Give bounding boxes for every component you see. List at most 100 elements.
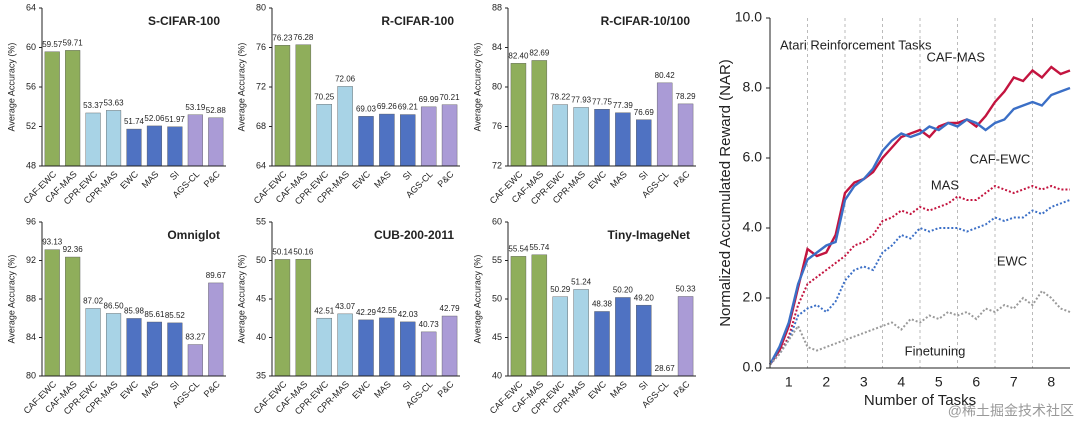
y-tick-label: 6.0 [743,149,763,165]
y-tick-label: 88 [26,293,36,303]
value-label: 51.24 [571,278,592,287]
x-tick-label: MAS [608,379,629,400]
y-tick-label: 35 [256,370,266,380]
value-label: 82.69 [529,49,550,58]
watermark: @稀土掘金技术社区 [948,403,1074,419]
bar [295,44,312,167]
series-label: CAF-MAS [927,49,986,64]
bar [146,125,163,167]
y-tick-label: 8.0 [743,79,763,95]
x-tick-label: EWC [586,379,608,401]
y-tick-label: 72 [492,160,502,170]
y-tick-label: 76 [256,42,266,52]
x-tick-label: SI [168,169,181,182]
value-label: 53.37 [83,101,104,110]
bar [636,119,652,167]
value-label: 51.74 [124,117,145,126]
bar [594,311,610,377]
y-tick-label: 55 [492,255,502,265]
x-tick-label: EWC [118,379,140,401]
value-label: 76.28 [293,33,314,42]
value-label: 72.06 [335,75,356,84]
value-label: 50.16 [293,247,314,256]
x-tick-label: SI [168,379,181,392]
value-label: 77.75 [592,97,613,106]
x-tick-label: 8 [1047,374,1055,390]
x-tick-label: P&C [671,169,692,190]
value-label: 52.06 [144,114,165,123]
x-tick-label: P&C [435,379,456,400]
value-label: 80.42 [655,71,676,80]
bar [167,322,183,377]
x-tick-label: P&C [202,379,223,400]
value-label: 52.88 [206,106,227,115]
value-label: 50.14 [272,248,293,257]
y-tick-label: 64 [256,160,266,170]
value-label: 53.63 [104,99,125,108]
value-label: 48.38 [592,300,613,309]
value-label: 28.67 [655,364,676,373]
x-tick-label: EWC [350,379,372,401]
value-label: 42.29 [356,308,377,317]
y-axis-label: Average Accuracy (%) [6,43,16,132]
bar [594,109,610,167]
value-label: 55.74 [529,243,550,252]
y-tick-label: 80 [26,370,36,380]
panel-title: R-CIFAR-100 [381,14,454,28]
bar [167,126,183,167]
x-tick-label: SI [401,169,414,182]
y-axis-label: Average Accuracy (%) [236,43,246,132]
value-label: 78.29 [676,92,697,101]
value-label: 70.25 [314,92,335,101]
value-label: 51.97 [165,115,186,124]
y-tick-label: 45 [256,293,266,303]
x-tick-label: 5 [935,374,943,390]
x-tick-label: P&C [202,169,223,190]
x-tick-label: EWC [118,169,140,191]
bar [531,254,548,377]
y-tick-label: 80 [256,2,266,12]
value-label: 86.50 [104,302,125,311]
series-label: MAS [931,177,960,192]
y-tick-label: 45 [492,332,502,342]
bar [316,317,332,377]
bar [400,321,416,377]
value-label: 59.57 [42,40,63,49]
bar [420,106,437,167]
series-line [768,86,1071,366]
bar [316,104,332,167]
y-tick-label: 76 [492,121,502,131]
value-label: 69.21 [398,103,419,112]
x-tick-label: 6 [972,374,980,390]
y-tick-label: 50 [256,255,266,265]
value-label: 50.29 [550,285,571,294]
y-tick-label: 0.0 [743,359,763,375]
x-tick-label: EWC [350,169,372,191]
value-label: 59.71 [63,38,84,47]
x-axis-label: Number of Tasks [864,392,976,409]
y-axis-label: Average Accuracy (%) [6,255,16,344]
y-tick-label: 55 [256,216,266,226]
chart-title: Atari Reinforcement Tasks [780,37,932,52]
value-label: 85.61 [144,310,165,319]
bar [552,104,568,167]
bar [400,114,416,167]
x-tick-label: MAS [608,169,629,190]
panel-title: CUB-200-2011 [374,228,454,242]
series-line [769,65,1071,366]
x-tick-label: MAS [140,379,161,400]
series-label: EWC [997,253,1027,268]
bar [274,259,291,377]
value-label: 70.21 [440,93,461,102]
value-label: 85.98 [124,307,145,316]
bar [573,107,589,167]
value-label: 69.99 [419,95,440,104]
bar [295,259,312,377]
y-tick-label: 84 [26,332,36,342]
y-tick-label: 60 [26,42,36,52]
bar [441,104,458,167]
bar [615,112,631,167]
x-tick-label: EWC [586,169,608,191]
bar [337,313,353,377]
bar [510,256,527,377]
